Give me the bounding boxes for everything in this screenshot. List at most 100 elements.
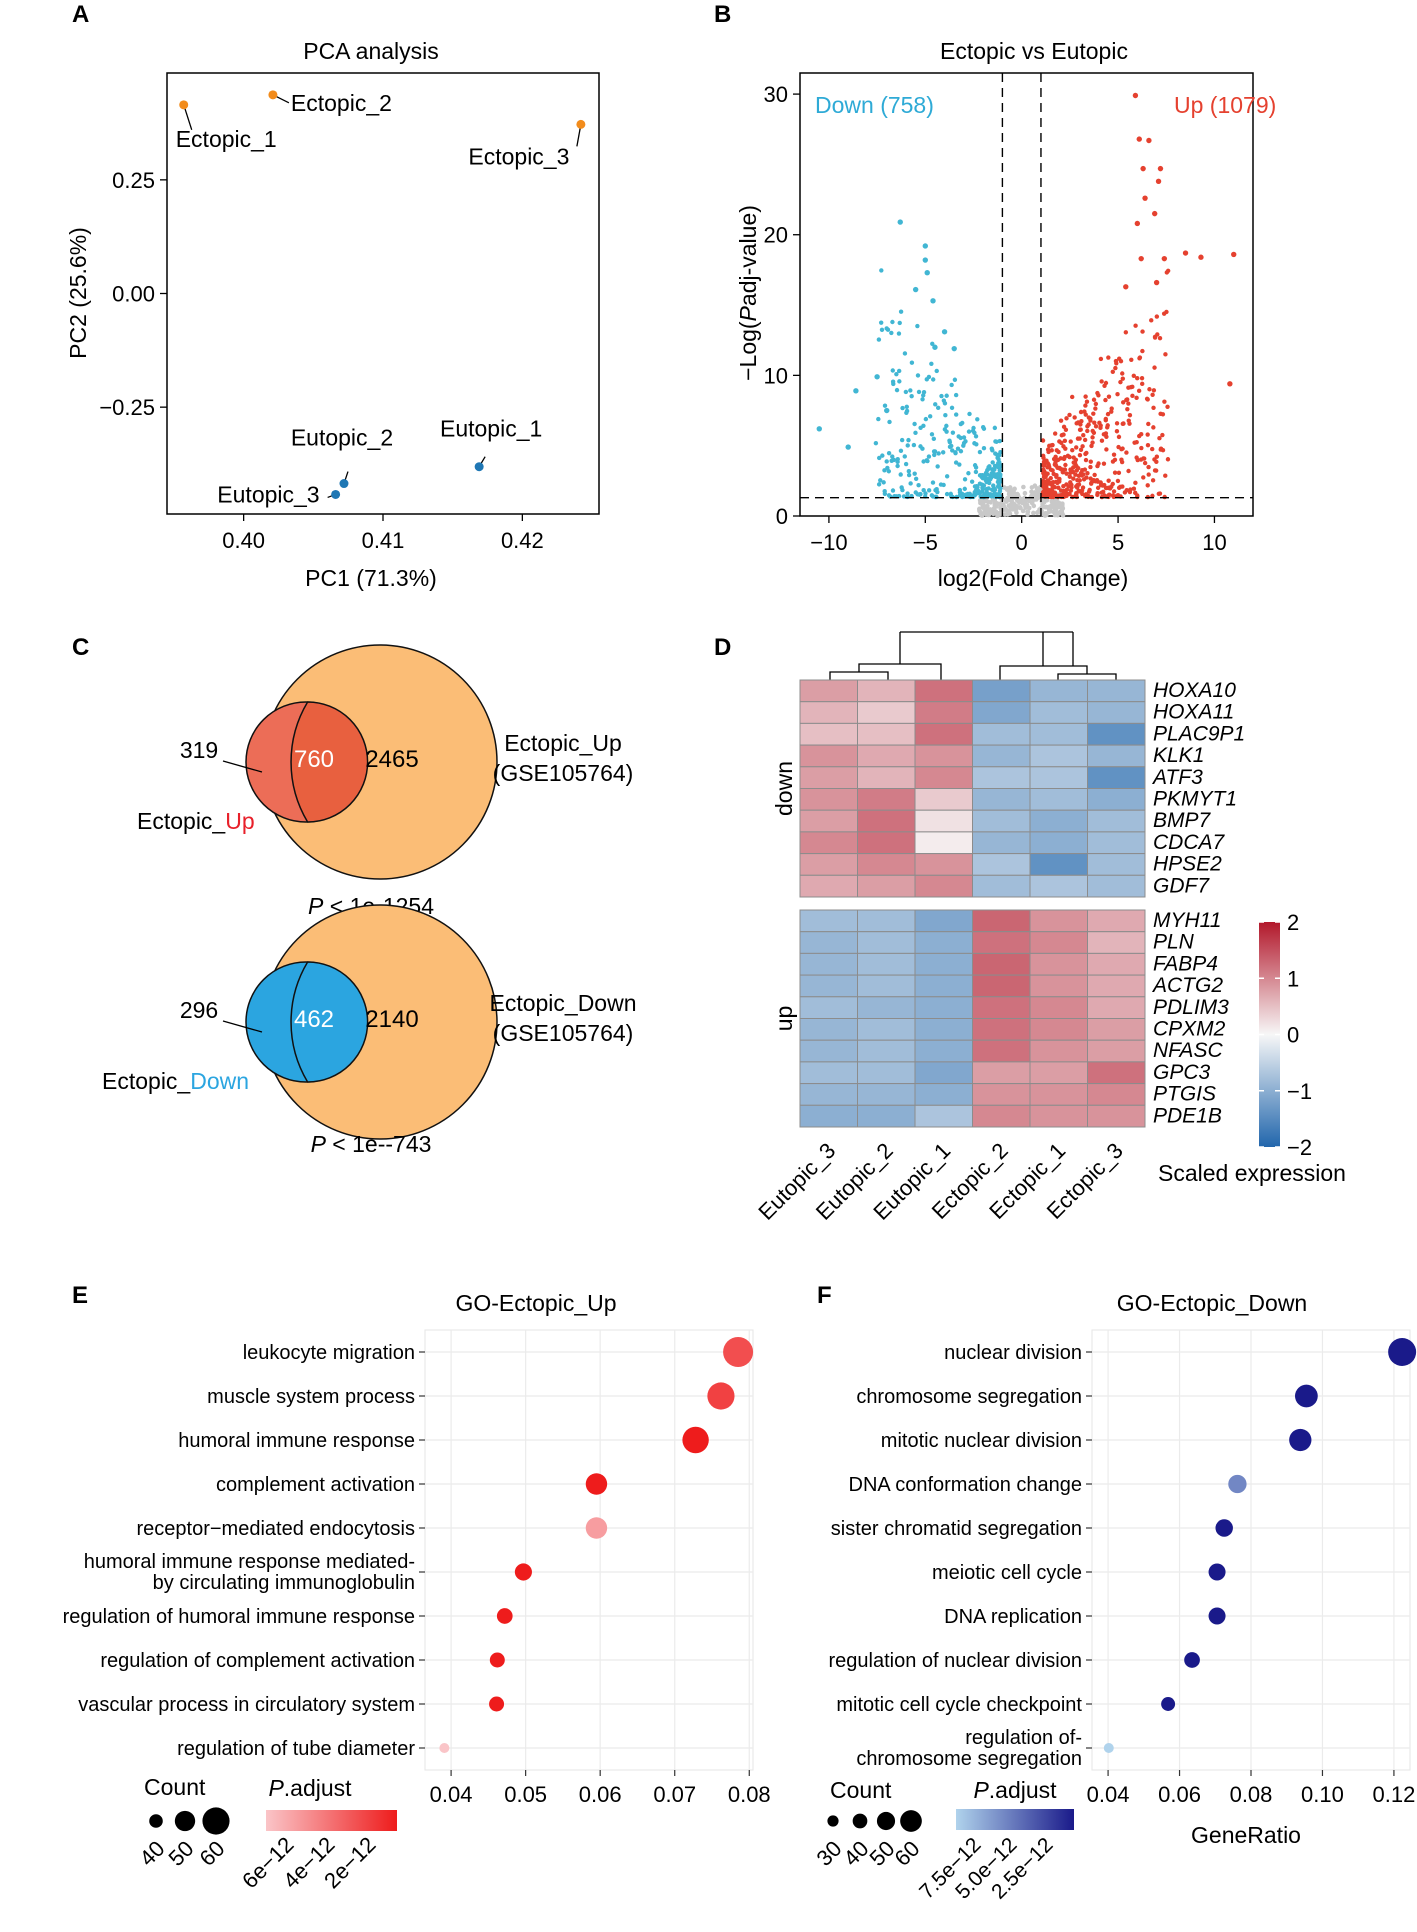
venn-up-right-label-1: Ectopic_Up xyxy=(504,730,622,756)
volcano-point-down xyxy=(926,454,932,459)
volcano-point-up xyxy=(1083,492,1089,497)
volcano-point-up xyxy=(1106,355,1111,360)
volcano-point-ns xyxy=(1025,509,1030,515)
heatmap-cell xyxy=(914,874,973,898)
volcano-point-down xyxy=(929,432,935,437)
volcano-point-up xyxy=(1124,487,1129,493)
heatmap-group-labels: down up xyxy=(771,761,797,1031)
volcano-point-up xyxy=(1146,464,1151,470)
go-up-title: GO-Ectopic_Up xyxy=(455,1290,616,1316)
go-up-dot xyxy=(585,1473,608,1495)
volcano-point-down xyxy=(966,429,972,434)
volcano-point-up xyxy=(1091,478,1096,483)
heatmap-cell xyxy=(972,1039,1031,1063)
volcano-point-ns xyxy=(1032,483,1038,488)
volcano-point-down xyxy=(996,477,1001,482)
go-down-term-label: mitotic cell cycle checkpoint xyxy=(836,1694,1082,1716)
volcano-point-down xyxy=(878,320,884,325)
volcano-point-up xyxy=(1161,311,1167,316)
volcano-point-ns xyxy=(1012,486,1017,492)
heatmap-gene-label: BMP7 xyxy=(1153,809,1212,832)
venn-down-right-count: 2140 xyxy=(365,1006,418,1033)
volcano-point-ns xyxy=(1042,513,1048,518)
heatmap-cell xyxy=(914,788,973,811)
volcano-point-up xyxy=(1049,490,1055,495)
volcano-point-down xyxy=(938,482,944,487)
heatmap-cell xyxy=(972,701,1031,724)
heatmap-cell xyxy=(972,831,1031,855)
pca-y-tick-label: −0.25 xyxy=(99,395,155,420)
pca-y-tick-label: 0.25 xyxy=(112,168,155,193)
volcano-point-up xyxy=(1088,459,1093,464)
volcano-point-up xyxy=(1151,210,1158,217)
volcano-y-tick-label: 30 xyxy=(764,82,788,107)
volcano-point-up xyxy=(1109,406,1114,411)
volcano-point-up xyxy=(1123,330,1129,335)
heatmap-gene-label: PDE1B xyxy=(1153,1104,1222,1127)
volcano-point-up xyxy=(1111,452,1117,457)
go-down-dot xyxy=(1295,1384,1318,1408)
go-down-x-label: GeneRatio xyxy=(1191,1822,1301,1848)
volcano-point-up xyxy=(1157,435,1162,441)
volcano-point-down xyxy=(904,404,909,409)
heatmap-cell xyxy=(914,809,973,833)
heatmap-cell xyxy=(914,1039,973,1063)
venn-up-right-count: 2465 xyxy=(365,746,418,773)
volcano-point-down xyxy=(944,429,949,434)
heatmap-gene-label: PKMYT1 xyxy=(1153,788,1237,811)
volcano-point-up xyxy=(1098,425,1103,431)
volcano-point-up xyxy=(1070,447,1075,453)
volcano-point-up xyxy=(1157,335,1163,341)
go-up-dot xyxy=(682,1426,709,1454)
volcano-point-down xyxy=(973,469,979,475)
volcano-point-up xyxy=(1157,165,1164,172)
volcano-point-up xyxy=(1126,401,1131,406)
volcano-point-down xyxy=(994,439,999,444)
volcano-point-down xyxy=(975,417,980,422)
volcano-point-up xyxy=(1110,493,1116,498)
go-down-x-tick-label: 0.10 xyxy=(1301,1782,1344,1807)
volcano-point-down xyxy=(997,494,1002,500)
venn-up-left-label-prefix: Ectopic_ xyxy=(137,808,226,834)
go-down-dot xyxy=(1289,1428,1312,1452)
heatmap-cell xyxy=(1087,744,1146,768)
volcano-point-up xyxy=(1085,428,1090,434)
volcano-point-up xyxy=(1162,494,1167,500)
volcano-point-up xyxy=(1142,195,1148,201)
volcano-point-down xyxy=(891,457,897,463)
volcano-point-up xyxy=(1083,394,1088,399)
venn-up-left-pointer xyxy=(222,760,263,773)
volcano-point-up xyxy=(1116,434,1122,440)
volcano-point-down xyxy=(950,430,956,435)
heatmap-cell xyxy=(799,1061,858,1085)
volcano-down-label: Down (758) xyxy=(815,92,934,118)
volcano-point-up xyxy=(1134,220,1141,227)
volcano-point-ns xyxy=(1002,512,1008,517)
heatmap-cell xyxy=(857,1104,916,1128)
volcano-point-up xyxy=(1086,489,1092,494)
pca-x-tick-label: 0.42 xyxy=(501,528,544,553)
go-down-legend-count-dot xyxy=(900,1810,922,1832)
heatmap-cell xyxy=(857,722,916,746)
volcano-point-down xyxy=(990,487,995,493)
go-up-legend-count-label: 60 xyxy=(195,1836,230,1871)
volcano-points xyxy=(816,92,1237,519)
go-up-dot xyxy=(489,1652,505,1668)
heatmap-cell xyxy=(857,744,916,768)
volcano-point-down xyxy=(894,371,899,377)
volcano-point-down xyxy=(943,413,948,418)
volcano-point-down xyxy=(981,494,986,500)
volcano-point-ns xyxy=(1040,504,1046,509)
volcano-point-up xyxy=(1162,399,1167,404)
volcano-point-up xyxy=(1083,403,1088,408)
volcano-point-ns xyxy=(1006,497,1012,503)
volcano-point-down xyxy=(920,397,925,402)
heatmap-cell xyxy=(1087,1039,1146,1063)
volcano-point-up xyxy=(1198,254,1204,260)
heatmap-cell xyxy=(1029,1083,1088,1106)
volcano-point-down xyxy=(915,323,920,329)
volcano-point-up xyxy=(1154,459,1159,465)
volcano-point-up xyxy=(1040,484,1046,489)
heatmap-cell xyxy=(1087,679,1146,703)
go-down-legend-count-title: Count xyxy=(830,1777,892,1803)
